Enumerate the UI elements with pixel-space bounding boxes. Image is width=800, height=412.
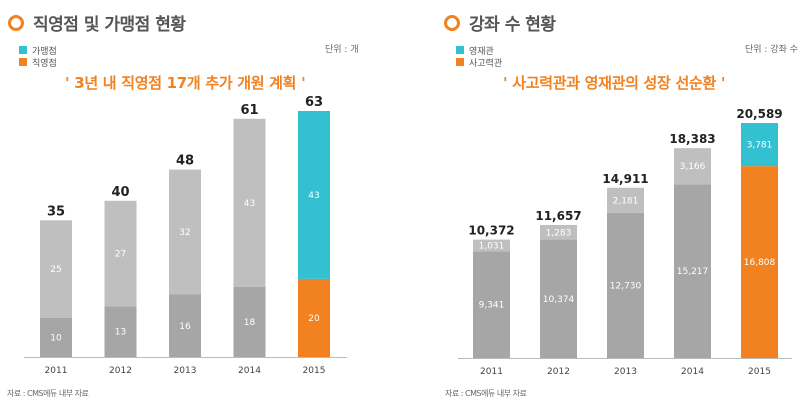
bar-chart-stores: 10 25 35 2011 13 27 40 2012 16 32 48 2013 18 43 61 2014…	[24, 95, 347, 376]
bar-segment	[674, 148, 711, 185]
source-note: 자료 : CMS에듀 내부 자료	[7, 389, 89, 398]
total-value-label: 63	[305, 95, 323, 110]
legend: 영재관 사고력관	[456, 44, 503, 69]
chart-title: 강좌 수 현황	[469, 15, 556, 35]
bar-segment	[540, 239, 577, 358]
segment-value-label: 16	[179, 322, 191, 332]
total-value-label: 14,911	[602, 172, 648, 186]
total-value-label: 35	[47, 204, 65, 219]
segment-value-label: 3,166	[680, 162, 706, 172]
bar-segment	[40, 317, 72, 357]
chart-title: 직영점 및 가맹점 현황	[33, 15, 186, 35]
x-tick-label: 2011	[45, 366, 68, 376]
chart-headline: ' 3년 내 직영점 17개 추가 개원 계획 '	[65, 74, 306, 92]
segment-value-label: 13	[115, 328, 126, 338]
course-status-panel: 강좌 수 현황 단위 : 강좌 수 영재관 사고력관 ' 사고력관과 영재관의 …	[400, 0, 800, 412]
chart-headline: ' 사고력관과 영재관의 성장 선순환 '	[503, 74, 726, 92]
bar-segment	[298, 278, 330, 357]
segment-value-label: 12,730	[610, 281, 642, 291]
legend: 가맹점 직영점	[19, 44, 57, 69]
segment-value-label: 15,217	[677, 267, 709, 277]
bar-segment	[674, 184, 711, 358]
segment-value-label: 16,808	[744, 258, 776, 268]
store-status-panel: 직영점 및 가맹점 현황 단위 : 개 가맹점 직영점 ' 3년 내 직영점 1…	[7, 10, 359, 398]
bar-segment	[169, 169, 201, 295]
total-value-label: 40	[111, 185, 129, 200]
segment-value-label: 32	[179, 228, 190, 238]
legend-item-gifted: 영재관	[456, 44, 502, 57]
circle-bullet-icon	[8, 14, 24, 31]
segment-value-label: 1,283	[546, 228, 572, 238]
x-tick-label: 2014	[681, 367, 704, 377]
bar-segment	[607, 187, 644, 213]
bar-segment	[540, 224, 577, 240]
legend-label: 가맹점	[32, 46, 57, 57]
segment-value-label: 20	[308, 314, 320, 324]
x-tick-label: 2014	[238, 366, 261, 376]
segment-value-label: 25	[50, 265, 61, 275]
segment-value-label: 3,781	[747, 141, 773, 151]
bar-segment	[741, 123, 778, 167]
circle-bullet-icon	[444, 14, 460, 31]
bar-segment	[607, 212, 644, 358]
legend-swatch	[456, 58, 464, 66]
x-tick-label: 2013	[174, 366, 197, 376]
legend-label: 영재관	[469, 46, 494, 57]
x-tick-label: 2011	[480, 367, 503, 377]
segment-value-label: 2,181	[613, 196, 639, 206]
legend-item-thinking: 사고력관	[456, 56, 503, 69]
segment-value-label: 18	[244, 318, 256, 328]
segment-value-label: 43	[308, 191, 319, 201]
x-tick-label: 2015	[303, 366, 326, 376]
legend-label: 직영점	[32, 58, 57, 69]
bar-segment	[473, 239, 510, 252]
bar-segment	[233, 118, 266, 287]
bar-segment	[104, 306, 137, 357]
chart-title-row: 직영점 및 가맹점 현황	[8, 10, 186, 35]
segment-value-label: 9,341	[479, 301, 505, 311]
legend-item-franchise: 가맹점	[19, 44, 57, 57]
legend-swatch	[19, 58, 27, 66]
total-value-label: 61	[240, 103, 258, 118]
bar-segment	[233, 286, 266, 357]
source-note: 자료 : CMS에듀 내부 자료	[445, 389, 527, 398]
unit-label: 단위 : 강좌 수	[745, 45, 799, 55]
x-tick-label: 2013	[614, 367, 637, 377]
bar-segment	[169, 294, 201, 357]
legend-swatch	[19, 46, 27, 54]
segment-value-label: 1,031	[479, 241, 505, 251]
chart-title-row: 강좌 수 현황	[444, 10, 556, 35]
unit-label: 단위 : 개	[325, 45, 359, 55]
legend-label: 사고력관	[469, 58, 503, 69]
segment-value-label: 10,374	[543, 295, 575, 305]
bar-chart-courses: 9,341 1,031 10,372 2011 10,374 1,283 11,657 201…	[458, 107, 792, 377]
bar-segment	[298, 111, 330, 279]
segment-value-label: 10	[50, 333, 62, 343]
x-tick-label: 2012	[547, 367, 570, 377]
total-value-label: 48	[176, 154, 194, 169]
bar-segment	[40, 220, 72, 318]
segment-value-label: 27	[115, 250, 126, 260]
total-value-label: 11,657	[535, 209, 581, 223]
legend-item-direct: 직영점	[19, 56, 57, 69]
bar-segment	[741, 166, 778, 358]
segment-value-label: 43	[244, 199, 255, 209]
total-value-label: 20,589	[736, 107, 782, 121]
total-value-label: 10,372	[468, 224, 514, 238]
x-tick-label: 2015	[748, 367, 771, 377]
bar-segment	[104, 200, 137, 307]
bar-segment	[473, 251, 510, 358]
legend-swatch	[456, 46, 464, 54]
x-tick-label: 2012	[109, 366, 132, 376]
total-value-label: 18,383	[669, 132, 715, 146]
